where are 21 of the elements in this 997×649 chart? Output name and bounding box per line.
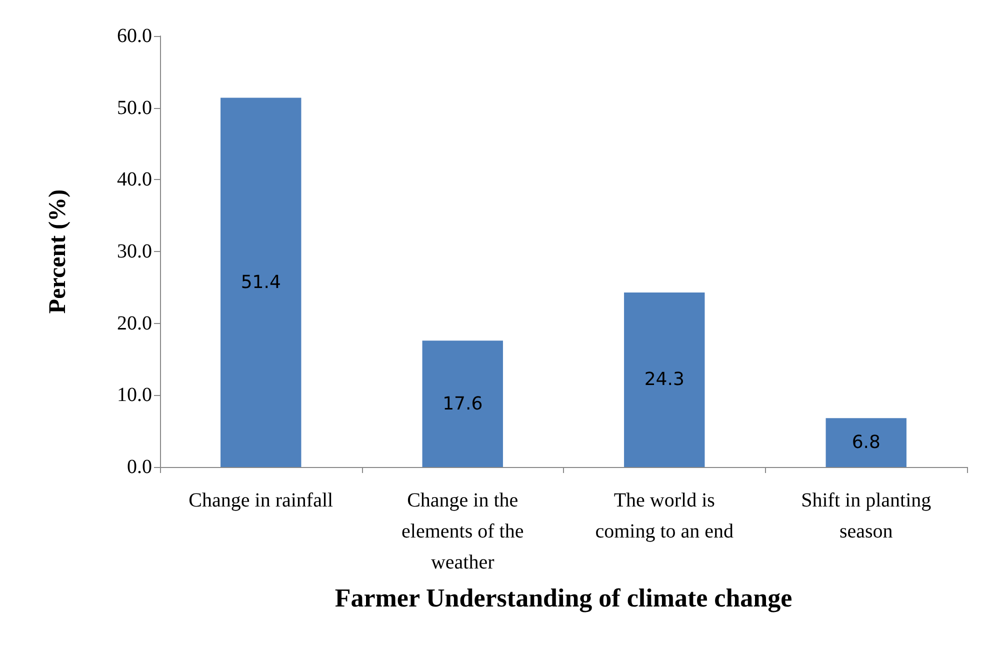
data-label: 6.8 [852,432,880,454]
bar [826,418,906,467]
x-axis-title: Farmer Understanding of climate change [334,584,792,612]
x-tick-label: Shift in planting season [801,490,932,542]
x-tick-label: Change in rainfall [188,490,334,512]
data-label: 17.6 [442,393,483,414]
x-tick-label: The world is coming to an end [595,490,734,542]
bar [624,292,705,467]
y-tick-label: 10.0 [117,384,152,406]
bar [220,98,302,467]
y-tick-label: 0.0 [127,456,152,478]
y-tick-label: 60.0 [117,25,152,47]
data-label: 51.4 [240,272,281,293]
data-label: 24.3 [644,369,684,390]
bar [422,340,503,467]
y-tick-label: 50.0 [117,96,152,119]
y-tick-label: 40.0 [117,168,152,191]
y-axis-title: Percent (%) [45,189,71,314]
y-tick-label: 20.0 [117,312,152,334]
y-tick-label: 30.0 [117,240,152,262]
x-tick-label: Change in the elements of the weather [402,490,524,574]
